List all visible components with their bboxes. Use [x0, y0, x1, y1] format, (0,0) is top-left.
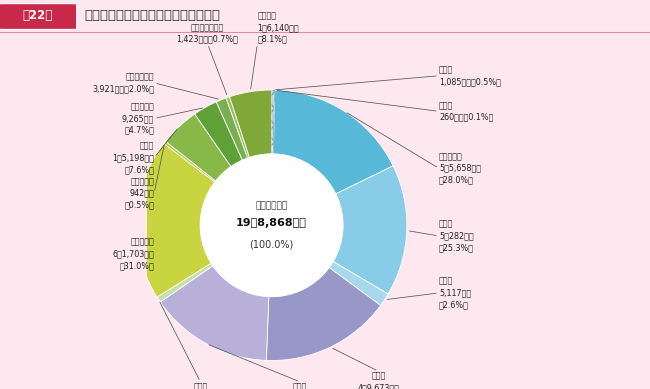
Wedge shape [273, 90, 393, 194]
Wedge shape [272, 90, 274, 154]
Text: 法人分
4兆7,428億円
（23.8%）: 法人分 4兆7,428億円 （23.8%） [279, 382, 321, 389]
Wedge shape [266, 268, 380, 361]
FancyBboxPatch shape [0, 4, 77, 30]
Wedge shape [136, 144, 215, 297]
Wedge shape [329, 261, 388, 305]
Wedge shape [160, 266, 269, 361]
Text: 道府県たばこ税
1,423億円（0.7%）: 道府県たばこ税 1,423億円（0.7%） [177, 23, 239, 44]
Text: 第22図: 第22図 [23, 9, 53, 23]
Wedge shape [333, 166, 407, 294]
Wedge shape [216, 98, 248, 160]
Text: 道府県税総額: 道府県税総額 [255, 201, 288, 210]
Wedge shape [166, 114, 231, 181]
Circle shape [200, 154, 343, 296]
Text: 個人分
2,245億円（1.1%）: 個人分 2,245億円（1.1%） [170, 382, 231, 389]
Wedge shape [229, 90, 272, 158]
Text: その他
1,085億円（0.5%）: その他 1,085億円（0.5%） [439, 65, 501, 86]
Text: 事業税
4兆9,673億円
（25.0%）: 事業税 4兆9,673億円 （25.0%） [358, 371, 399, 389]
Wedge shape [164, 141, 216, 182]
Text: 道府県税収入額の状況（令和３年度）: 道府県税収入額の状況（令和３年度） [84, 9, 220, 23]
Text: 個人分
5兆282億円
（25.3%）: 個人分 5兆282億円 （25.3%） [439, 220, 474, 252]
Text: 不動産取得税
3,921億円（2.0%）: 不動産取得税 3,921億円（2.0%） [92, 72, 154, 93]
Text: 自動車税
1兆6,140億円
（8.1%）: 自動車税 1兆6,140億円 （8.1%） [257, 11, 299, 44]
Text: (100.0%): (100.0%) [250, 240, 294, 250]
Text: 軽油引取税
9,265億円
（4.7%）: 軽油引取税 9,265億円 （4.7%） [122, 102, 154, 135]
Text: 19兆8,868億円: 19兆8,868億円 [236, 219, 307, 228]
Text: 環境性能割
942億円
（0.5%）: 環境性能割 942億円 （0.5%） [124, 177, 154, 210]
Text: 種別割
1兆5,198億円
（7.6%）: 種別割 1兆5,198億円 （7.6%） [112, 141, 154, 174]
Text: 地方消費税
6兆1,703億円
（31.0%）: 地方消費税 6兆1,703億円 （31.0%） [112, 237, 154, 270]
Wedge shape [273, 90, 275, 154]
Wedge shape [195, 102, 242, 167]
Text: 利子割
260億円（0.1%）: 利子割 260億円（0.1%） [439, 101, 493, 122]
Wedge shape [226, 97, 250, 158]
Text: 道府県民税
5兆5,658億円
（28.0%）: 道府県民税 5兆5,658億円 （28.0%） [439, 152, 481, 185]
Wedge shape [157, 263, 213, 302]
Text: 法人分
5,117億円
（2.6%）: 法人分 5,117億円 （2.6%） [439, 277, 471, 309]
